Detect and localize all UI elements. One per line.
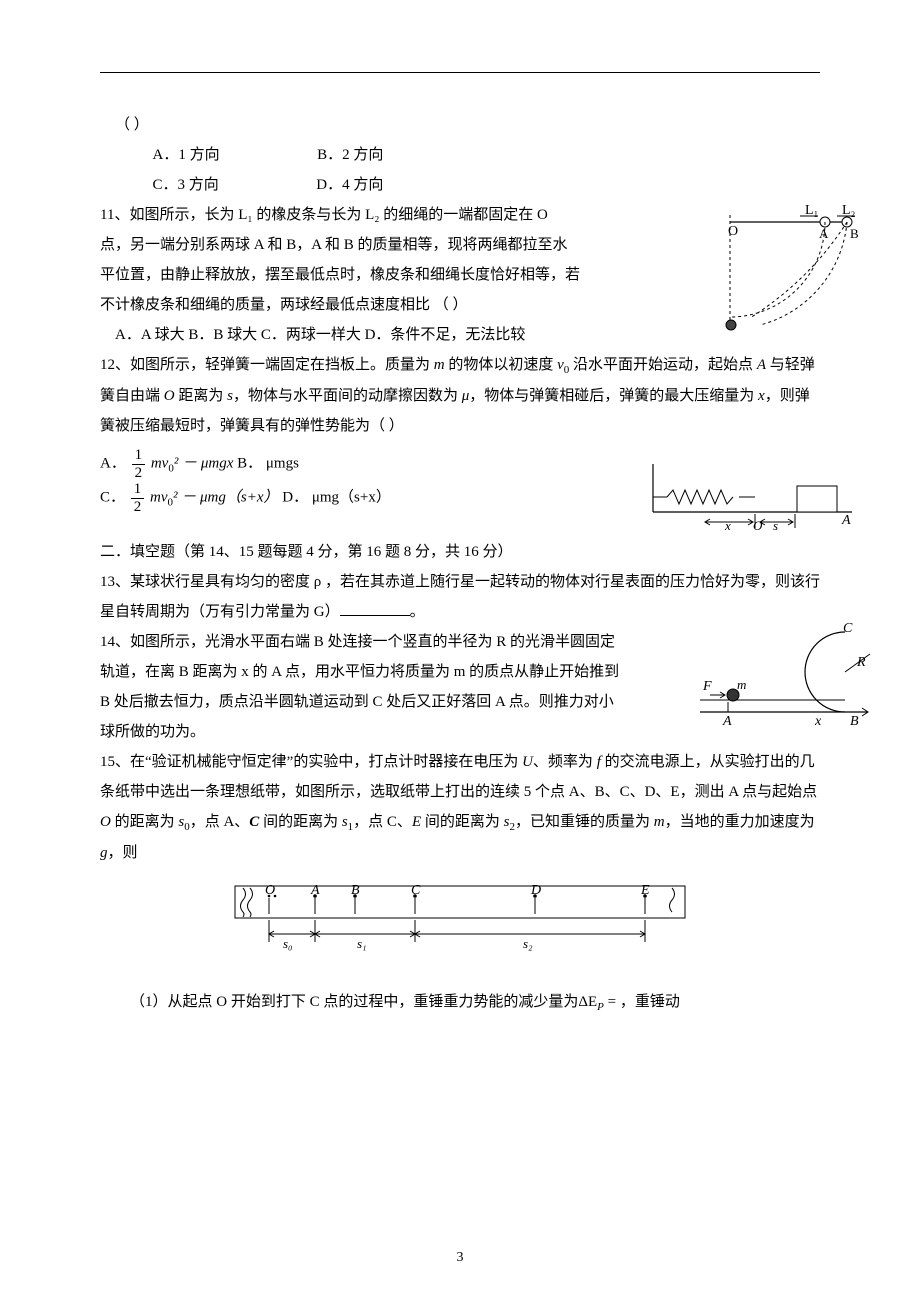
svg-text:m: m: [737, 677, 746, 692]
q15-figure: O A B C D E s₀ s₁ s₂: [225, 878, 695, 958]
q11-figure: O L₁ L₂ A B: [700, 200, 875, 340]
svg-text:F: F: [702, 679, 712, 694]
q10-optB: B．2 方向: [317, 147, 383, 163]
svg-text:E: E: [640, 883, 650, 898]
svg-text:s: s: [773, 518, 778, 532]
svg-text:A: A: [841, 513, 851, 528]
svg-text:R: R: [856, 655, 866, 670]
q15-text: 15、在“验证机械能守恒定律”的实验中，打点计时器接在电压为 U、频率为 f 的…: [100, 747, 820, 868]
q13-text: 13、某球状行星具有均匀的密度 ρ ，若在其赤道上随行星一起转动的物体对行星表面…: [100, 567, 820, 627]
svg-text:s₂: s₂: [523, 936, 533, 951]
q14-figure: C R F m A x B: [695, 622, 875, 732]
q10-optC: C．3 方向: [153, 177, 219, 193]
svg-text:C: C: [843, 622, 853, 636]
svg-text:A: A: [310, 883, 320, 898]
q15-sub1: （1）从起点 O 开始到打下 C 点的过程中，重锤重力势能的减少量为ΔEP = …: [100, 987, 820, 1018]
q11-text: 11、如图所示，长为 L₁ 的橡皮条与长为 L₂ 的细绳的一端都固定在 O 点，…: [100, 200, 580, 320]
svg-text:A: A: [819, 226, 829, 241]
q10-optD: D．4 方向: [316, 177, 383, 193]
svg-text:B: B: [850, 226, 859, 241]
svg-text:C: C: [411, 883, 421, 898]
svg-text:s₀: s₀: [283, 936, 293, 951]
svg-text:D: D: [530, 883, 541, 898]
section2-title: 二．填空题（第 14、15 题每题 4 分，第 16 题 8 分，共 16 分）: [100, 537, 820, 567]
svg-text:B: B: [351, 883, 360, 898]
q12-figure: x O s A: [645, 452, 860, 532]
page-number: 3: [0, 1244, 920, 1272]
q10-row2: C．3 方向 D．4 方向: [100, 170, 820, 200]
q10-row1: A．1 方向 B．2 方向: [100, 140, 820, 170]
q10-optA: A．1 方向: [153, 147, 220, 163]
q14-text: 14、如图所示，光滑水平面右端 B 处连接一个竖直的半径为 R 的光滑半圆固定轨…: [100, 627, 620, 747]
q10-paren: （ ）: [100, 110, 820, 140]
svg-text:O: O: [265, 883, 275, 898]
svg-text:x: x: [724, 518, 731, 532]
svg-text:O: O: [753, 518, 763, 532]
top-rule: [100, 72, 820, 73]
q12-text: 12、如图所示，轻弹簧一端固定在挡板上。质量为 m 的物体以初速度 v0 沿水平…: [100, 350, 820, 441]
svg-text:s₁: s₁: [357, 936, 367, 951]
svg-text:B: B: [850, 714, 859, 729]
svg-text:O: O: [728, 224, 738, 239]
svg-text:A: A: [722, 714, 732, 729]
svg-text:x: x: [814, 714, 822, 729]
